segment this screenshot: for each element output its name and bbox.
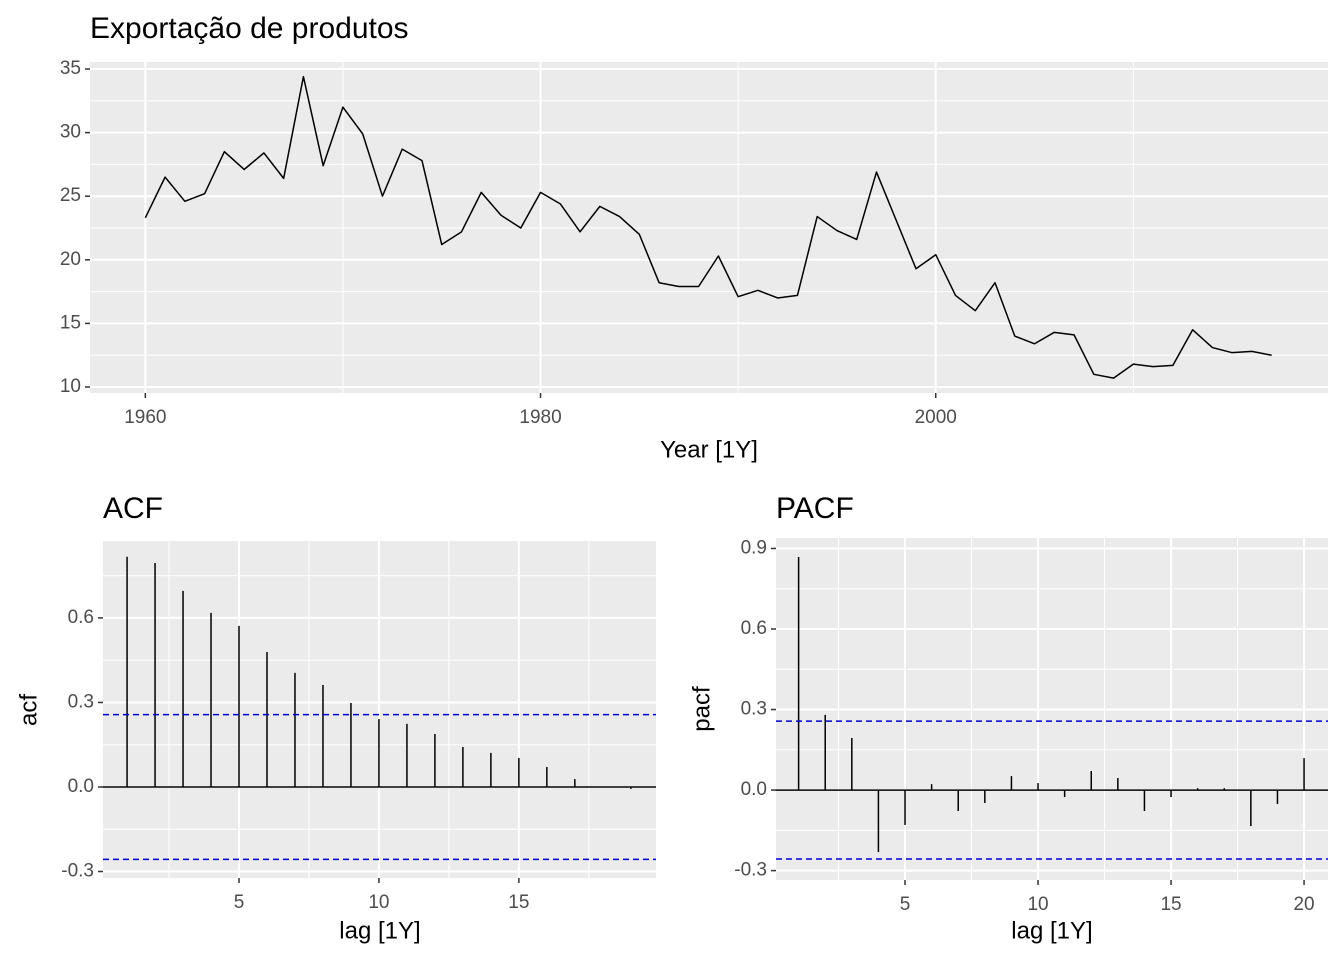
x-axis-title: lag [1Y]: [339, 917, 420, 944]
x-tick-label: 15: [1160, 894, 1181, 915]
chart-title: ACF: [103, 492, 163, 525]
y-axis-title: pacf: [688, 686, 715, 732]
y-tick-label: 0.6: [68, 607, 94, 628]
chart-title: PACF: [776, 492, 854, 525]
x-tick-label: 5: [234, 892, 245, 913]
data-line: [144, 75, 1272, 379]
x-tick-label: 15: [508, 892, 529, 913]
y-tick-label: 0.6: [741, 618, 767, 639]
y-tick-label: 25: [60, 185, 81, 206]
x-tick-label: 2000: [915, 407, 957, 428]
y-tick-label: 20: [60, 249, 81, 270]
y-tick-label: 0.0: [741, 779, 767, 800]
x-tick-label: 20: [1293, 894, 1314, 915]
x-tick-label: 10: [368, 892, 389, 913]
x-tick-label: 10: [1027, 894, 1048, 915]
x-tick-label: 1960: [124, 407, 166, 428]
y-tick-label: 30: [60, 122, 81, 143]
y-tick-label: -0.3: [734, 860, 767, 881]
y-tick-label: 15: [60, 312, 81, 333]
y-tick-label: 0.3: [68, 691, 94, 712]
y-tick-label: -0.3: [61, 861, 94, 882]
y-tick-label: 0.9: [741, 537, 767, 558]
panel: [90, 62, 1328, 393]
x-tick-label: 1980: [519, 407, 561, 428]
y-tick-label: 0.3: [741, 699, 767, 720]
y-tick-label: 10: [60, 376, 81, 397]
y-axis-title: acf: [15, 694, 42, 726]
x-tick-label: 5: [900, 894, 911, 915]
y-tick-label: 0.0: [68, 776, 94, 797]
y-tick-label: 35: [60, 58, 81, 79]
chart-title: Exportação de produtos: [90, 12, 409, 45]
x-axis-title: lag [1Y]: [1011, 917, 1092, 944]
x-axis-title: Year [1Y]: [660, 436, 758, 463]
